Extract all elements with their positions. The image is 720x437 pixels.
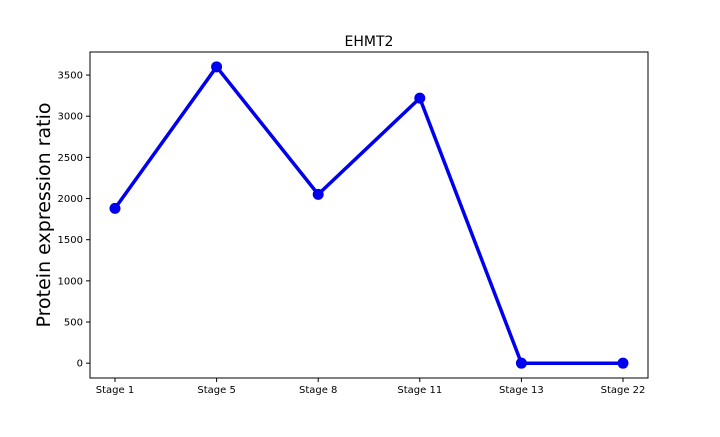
data-point — [617, 357, 629, 369]
data-point — [211, 61, 223, 73]
plot-area-frame — [89, 51, 649, 379]
data-point — [312, 188, 324, 200]
data-point — [515, 357, 527, 369]
y-tick-label: 1000 — [58, 276, 83, 287]
x-tick-label: Stage 5 — [197, 385, 235, 396]
y-tick-label: 2500 — [58, 153, 83, 164]
y-tick-label: 0 — [77, 359, 83, 370]
chart-title: EHMT2 — [345, 34, 394, 50]
data-point — [414, 92, 426, 104]
y-tick-label: 2000 — [58, 194, 83, 205]
y-axis-ticks: 0 500 1000 1500 2000 2500 3000 3500 — [58, 71, 90, 370]
x-tick-label: Stage 22 — [601, 385, 646, 396]
x-tick-label: Stage 13 — [499, 385, 544, 396]
y-axis-label: Protein expression ratio — [33, 103, 55, 328]
x-tick-label: Stage 11 — [397, 385, 442, 396]
y-tick-label: 3500 — [58, 71, 83, 82]
y-tick-label: 1500 — [58, 235, 83, 246]
y-tick-label: 500 — [64, 318, 83, 329]
series-layer — [109, 61, 629, 369]
data-point — [109, 202, 121, 214]
x-axis-ticks: Stage 1 Stage 5 Stage 8 Stage 11 Stage 13 Sta… — [96, 378, 646, 396]
series-line — [113, 65, 623, 365]
x-tick-label: Stage 8 — [299, 385, 337, 396]
x-tick-label: Stage 1 — [96, 385, 134, 396]
y-tick-label: 3000 — [58, 112, 83, 123]
